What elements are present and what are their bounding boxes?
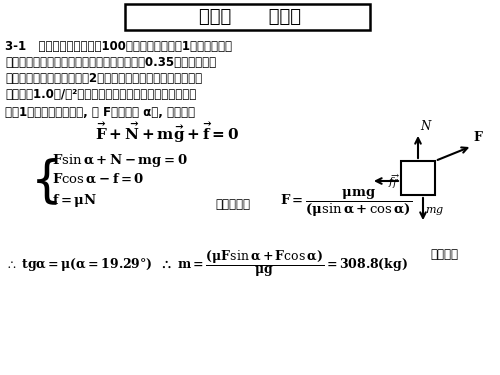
Text: $N$: $N$: [420, 119, 433, 133]
Text: 绳在地板上拉动一只筱子，试问当摩擦系数为0.35时，它能拉动: 绳在地板上拉动一只筱子，试问当摩擦系数为0.35时，它能拉动: [5, 56, 216, 69]
Text: $\left\{\ \right.$: $\left\{\ \right.$: [30, 157, 58, 207]
Text: 3-1   有一根绳当张力超过100牛顿时就会拉断（1）如果要用此: 3-1 有一根绳当张力超过100牛顿时就会拉断（1）如果要用此: [5, 40, 232, 53]
Text: $\mathbf{F}$: $\mathbf{F}$: [473, 130, 484, 144]
Bar: [125, 4, 370, 30]
Text: $mg$: $mg$: [425, 205, 444, 217]
Text: $\mathbf{\vec{F}+\vec{N}+m\vec{g}+\vec{f}=0}$: $\mathbf{\vec{F}+\vec{N}+m\vec{g}+\vec{f…: [95, 120, 239, 145]
Text: 时最省力: 时最省力: [430, 248, 458, 261]
Text: 解（1）在木板上拉筱子, 设 F与水平呈 α角, 受力如图: 解（1）在木板上拉筱子, 设 F与水平呈 α角, 受力如图: [5, 106, 195, 119]
Bar: [401, 161, 435, 195]
Text: $\therefore\ \mathbf{tg\alpha=\mu(\alpha=19.29°)\ \ \therefore\ m=\dfrac{(\mu F\: $\therefore\ \mathbf{tg\alpha=\mu(\alpha…: [5, 248, 408, 279]
Text: $\mathbf{f=\mu N}$: $\mathbf{f=\mu N}$: [52, 192, 97, 209]
Text: $f$: $f$: [388, 175, 396, 189]
Text: 物体的最大质量是多少？（2）如果要用此绳提升筱子，筱子的: 物体的最大质量是多少？（2）如果要用此绳提升筱子，筱子的: [5, 72, 202, 85]
Text: $\mathbf{F=\dfrac{\mu mg}{(\mu\sin\alpha+\cos\alpha)}}$: $\mathbf{F=\dfrac{\mu mg}{(\mu\sin\alpha…: [280, 188, 412, 219]
Text: $\mathbf{F\cos\alpha-f=0}$: $\mathbf{F\cos\alpha-f=0}$: [52, 172, 144, 186]
Text: $\overrightarrow{f}$: $\overrightarrow{f}$: [391, 173, 400, 191]
Text: 加速度为1.0米/秒²，试问所提升筱子的最大质量是多少？: 加速度为1.0米/秒²，试问所提升筱子的最大质量是多少？: [5, 88, 196, 101]
Text: $\mathbf{F\sin\alpha+N-mg=0}$: $\mathbf{F\sin\alpha+N-mg=0}$: [52, 152, 188, 169]
Text: 联立解得：: 联立解得：: [215, 198, 250, 211]
Text: 第三章      动力学: 第三章 动力学: [199, 8, 301, 26]
